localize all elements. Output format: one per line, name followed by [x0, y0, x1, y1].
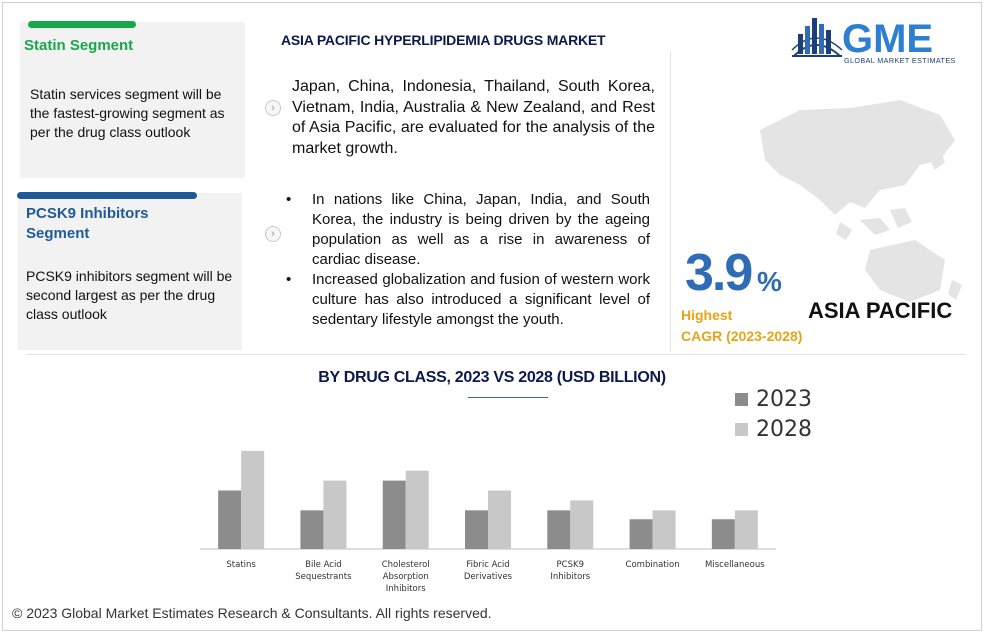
list-item-text: In nations like China, Japan, India, and…: [312, 191, 650, 268]
bar-2028-6: [734, 510, 758, 549]
list-item: • In nations like China, Japan, India, an…: [284, 190, 650, 270]
statin-card-accent-bar: [28, 21, 136, 28]
pcsk9-card-accent-bar: [17, 192, 197, 199]
x-tick-label: Miscellaneous: [705, 560, 765, 570]
legend-label-2028: 2028: [756, 416, 812, 442]
chart-title-underline: [468, 397, 548, 398]
x-tick-label: Cholesterol Absorption Inhibitors: [382, 560, 430, 594]
pcsk9-segment-card: [18, 193, 242, 350]
bar-2028-3: [488, 490, 511, 549]
legend-item-2028: 2028: [735, 414, 812, 444]
legend-label-2023: 2023: [756, 386, 812, 412]
bar-2023-1: [300, 510, 324, 549]
gme-logo: GME GLOBAL MARKET ESTIMATES: [791, 17, 956, 65]
horizontal-divider: [26, 354, 966, 355]
chevron-right-icon: ›: [265, 100, 281, 116]
globe-icon: [791, 18, 843, 57]
pcsk9-card-title: PCSK9 Inhibitors Segment: [26, 205, 149, 242]
legend-item-2023: 2023: [735, 384, 812, 414]
bar-2028-1: [323, 480, 347, 549]
cagr-unit: %: [757, 266, 782, 297]
chart-legend: 2023 2028: [735, 384, 812, 444]
statin-card-text: Statin services segment will be the fast…: [30, 86, 225, 140]
chevron-right-icon: ›: [265, 226, 281, 242]
bar-2023-5: [629, 519, 653, 549]
cagr-label-period: CAGR (2023-2028): [681, 328, 803, 344]
bar-2028-0: [241, 450, 265, 549]
statin-segment-card: [20, 22, 245, 178]
legend-swatch-2028: [735, 422, 748, 436]
bar-2028-5: [652, 510, 676, 549]
bar-2023-3: [465, 510, 488, 549]
list-item: • Increased globalization and fusion of w…: [284, 270, 650, 330]
page-title: ASIA PACIFIC HYPERLIPIDEMIA DRUGS MARKET: [281, 32, 606, 48]
x-tick-label: Combination: [626, 560, 680, 570]
x-tick-label: Fibric Acid Derivatives: [464, 560, 513, 582]
chart-title: BY DRUG CLASS, 2023 VS 2028 (USD BILLION…: [318, 369, 666, 386]
bar-2023-2: [382, 480, 406, 549]
bar-2028-4: [570, 500, 594, 549]
x-tick-label: Statins: [226, 560, 256, 570]
bullet-marker: •: [286, 271, 292, 288]
logo-letters: GME: [842, 17, 933, 61]
cagr-label-highest: Highest: [681, 307, 733, 323]
bullet-marker: •: [286, 191, 292, 208]
legend-swatch-2023: [735, 392, 748, 406]
intro-paragraph: Japan, China, Indonesia, Thailand, South…: [292, 78, 655, 157]
x-tick-label: PCSK9 Inhibitors: [550, 560, 590, 582]
copyright-footer: © 2023 Global Market Estimates Research …: [12, 605, 492, 621]
list-item-text: Increased globalization and fusion of we…: [312, 271, 650, 328]
region-label: ASIA PACIFIC: [808, 298, 953, 323]
vertical-divider: [670, 52, 671, 352]
bar-2023-4: [547, 510, 571, 549]
pcsk9-card-text: PCSK9 inhibitors segment will be second …: [26, 268, 233, 322]
x-tick-label: Bile Acid Sequestrants: [295, 560, 352, 582]
asia-pacific-map: [760, 100, 962, 302]
logo-tagline: GLOBAL MARKET ESTIMATES: [844, 56, 956, 65]
statin-card-title: Statin Segment: [24, 37, 134, 54]
bar-2028-2: [405, 470, 429, 549]
key-points-list: • In nations like China, Japan, India, an…: [284, 190, 650, 330]
cagr-value: 3.9: [685, 244, 753, 302]
bar-2023-0: [218, 490, 242, 549]
bar-2023-6: [711, 519, 735, 549]
